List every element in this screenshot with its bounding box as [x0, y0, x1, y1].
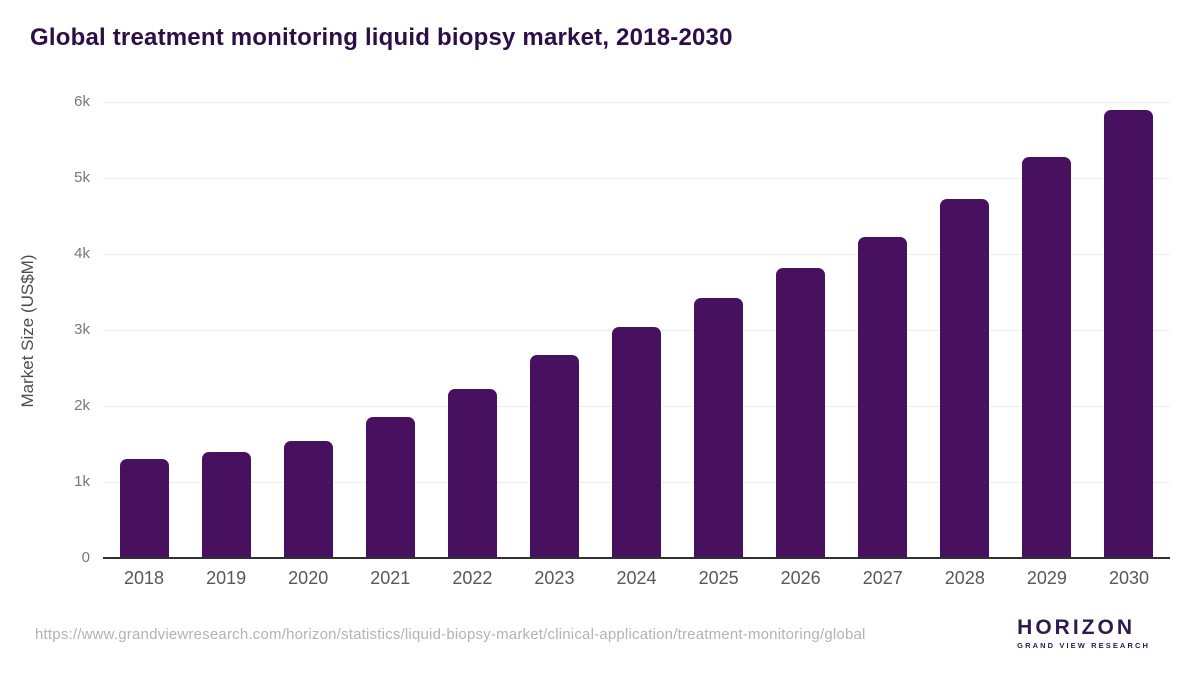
- y-tick-label-3k: 3k: [74, 321, 90, 338]
- gridline-6000: [103, 102, 1170, 103]
- logo-text: HORIZON GRAND VIEW RESEARCH: [1017, 617, 1150, 650]
- x-tick-label-2020: 2020: [288, 568, 329, 588]
- bar-slot-2021: [349, 102, 431, 558]
- y-axis-title: Market Size (US$M): [18, 254, 37, 408]
- y-tick-label-6k: 6k: [74, 93, 90, 110]
- x-tick-label-2026: 2026: [780, 568, 821, 588]
- logo-reflection-line: [977, 636, 994, 639]
- bar-slot-2023: [513, 102, 595, 558]
- bar-2019: [201, 451, 251, 558]
- plot-area: [103, 102, 1170, 559]
- bar-slot-2022: [431, 102, 513, 558]
- bar-series: [103, 102, 1170, 558]
- x-tick-label-2028: 2028: [944, 568, 985, 588]
- bar-2028: [940, 199, 990, 558]
- bar-2023: [529, 355, 579, 558]
- y-axis-tick-labels: 0 1k 2k 3k 4k 5k 6k: [40, 93, 90, 566]
- x-tick-label-2025: 2025: [698, 568, 739, 588]
- chart-title: Global treatment monitoring liquid biops…: [30, 24, 733, 51]
- bar-slot-2024: [595, 102, 677, 558]
- bar-slot-2028: [924, 102, 1006, 558]
- logo-name: HORIZON: [1017, 615, 1135, 639]
- horizon-logo-icon: [964, 612, 1006, 654]
- x-tick-label-2024: 2024: [616, 568, 657, 588]
- bar-2020: [283, 440, 333, 558]
- bar-2027: [858, 236, 908, 558]
- bar-2029: [1022, 157, 1072, 558]
- gridline-4000: [103, 254, 1170, 255]
- source-url: https://www.grandviewresearch.com/horizo…: [35, 626, 866, 643]
- x-tick-label-2030: 2030: [1108, 568, 1149, 588]
- bar-2025: [694, 298, 744, 558]
- logo-reflection-line: [980, 641, 991, 644]
- x-tick-label-2022: 2022: [452, 568, 493, 588]
- y-tick-label-4k: 4k: [74, 245, 90, 262]
- logo-sun-icon: [975, 623, 996, 633]
- logo-tagline: GRAND VIEW RESEARCH: [1017, 640, 1150, 650]
- x-tick-label-2021: 2021: [370, 568, 411, 588]
- bar-slot-2018: [103, 102, 185, 558]
- horizon-logo: HORIZON GRAND VIEW RESEARCH: [964, 612, 1150, 654]
- bar-2030: [1104, 110, 1154, 558]
- x-tick-label-2027: 2027: [862, 568, 903, 588]
- x-tick-label-2018: 2018: [124, 568, 165, 588]
- gridline-5000: [103, 178, 1170, 179]
- y-tick-label-2k: 2k: [74, 397, 90, 414]
- y-tick-label-1k: 1k: [74, 473, 90, 490]
- bar-slot-2025: [678, 102, 760, 558]
- bar-slot-2026: [760, 102, 842, 558]
- x-tick-label-2023: 2023: [534, 568, 575, 588]
- x-axis-line: [103, 557, 1170, 559]
- bar-slot-2027: [842, 102, 924, 558]
- x-tick-label-2019: 2019: [206, 568, 247, 588]
- y-tick-label-0: 0: [81, 549, 90, 566]
- bar-2018: [119, 459, 169, 558]
- x-axis-tick-labels: 2018 2019 2020 2021 2022 2023 2024 2025 2026 2027…: [103, 568, 1170, 589]
- y-tick-label-5k: 5k: [74, 169, 90, 186]
- x-tick-label-2029: 2029: [1026, 568, 1067, 588]
- bar-slot-2029: [1006, 102, 1088, 558]
- bar-slot-2030: [1088, 102, 1170, 558]
- bar-2022: [447, 388, 497, 558]
- bar-2024: [612, 326, 661, 558]
- bar-slot-2020: [267, 102, 349, 558]
- bar-2026: [776, 267, 826, 558]
- bar-2021: [365, 417, 415, 558]
- bar-slot-2019: [185, 102, 267, 558]
